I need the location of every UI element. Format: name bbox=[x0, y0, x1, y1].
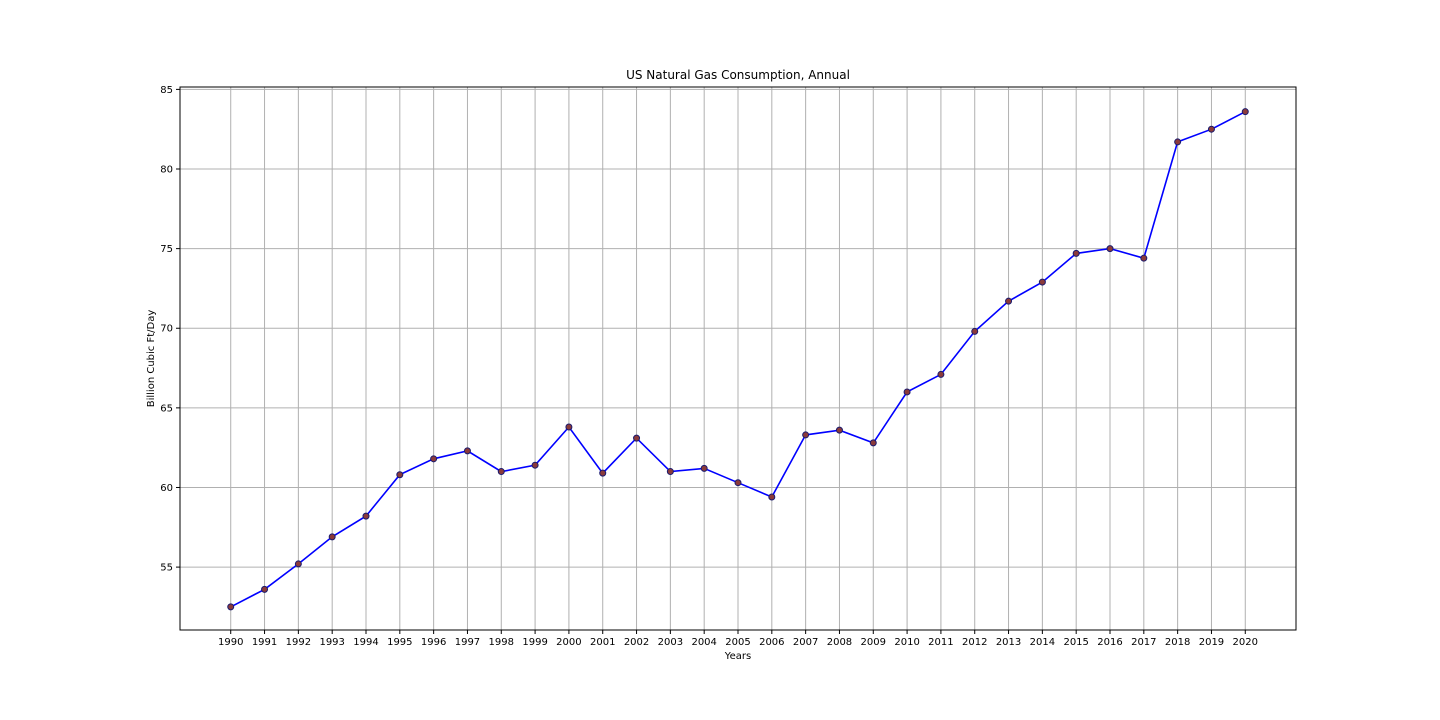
data-point bbox=[971, 327, 979, 335]
x-tick-label: 2020 bbox=[1233, 637, 1258, 648]
x-tick-label: 2001 bbox=[590, 637, 615, 648]
x-tick-label: 2013 bbox=[996, 637, 1021, 648]
data-point bbox=[1241, 108, 1249, 116]
data-point bbox=[328, 533, 336, 541]
x-tick-label: 1997 bbox=[455, 637, 480, 648]
data-point bbox=[1207, 125, 1215, 133]
series bbox=[227, 108, 1249, 611]
data-point bbox=[633, 434, 641, 442]
data-point bbox=[1005, 297, 1013, 305]
data-point bbox=[903, 388, 911, 396]
x-tick-label: 2019 bbox=[1199, 637, 1224, 648]
data-point bbox=[734, 479, 742, 487]
x-tick-label: 2010 bbox=[894, 637, 919, 648]
data-point bbox=[362, 512, 370, 520]
data-point bbox=[531, 461, 539, 469]
x-axis: 1990 1991 1992 1993 1994 1995 1996 1997 1998 1999… bbox=[218, 630, 1258, 648]
data-point bbox=[261, 585, 269, 593]
data-point bbox=[700, 464, 708, 472]
data-point bbox=[835, 426, 843, 434]
x-axis-label: Years bbox=[724, 651, 751, 662]
data-point bbox=[937, 370, 945, 378]
data-point bbox=[768, 493, 776, 501]
x-tick-label: 1994 bbox=[353, 637, 378, 648]
x-tick-label: 1995 bbox=[387, 637, 412, 648]
x-tick-label: 2007 bbox=[793, 637, 818, 648]
data-point bbox=[294, 560, 302, 568]
y-tick-label: 85 bbox=[160, 85, 173, 96]
x-tick-label: 2004 bbox=[691, 637, 716, 648]
data-point bbox=[1106, 245, 1114, 253]
x-tick-label: 2017 bbox=[1131, 637, 1156, 648]
x-tick-label: 2012 bbox=[962, 637, 987, 648]
x-tick-label: 1992 bbox=[286, 637, 311, 648]
x-tick-label: 2009 bbox=[861, 637, 886, 648]
x-tick-label: 1993 bbox=[319, 637, 344, 648]
grid bbox=[180, 87, 1296, 630]
y-axis-label: Billion Cubic Ft/Day bbox=[146, 310, 157, 408]
y-axis: 55 60 65 70 75 80 85 bbox=[160, 85, 180, 574]
data-point bbox=[666, 468, 674, 476]
x-tick-label: 2005 bbox=[725, 637, 750, 648]
data-point bbox=[565, 423, 573, 431]
data-point bbox=[1174, 138, 1182, 146]
data-point bbox=[869, 439, 877, 447]
y-tick-label: 70 bbox=[160, 324, 173, 335]
x-tick-label: 1990 bbox=[218, 637, 243, 648]
x-tick-label: 2002 bbox=[624, 637, 649, 648]
x-tick-label: 2000 bbox=[556, 637, 581, 648]
x-tick-label: 1996 bbox=[421, 637, 446, 648]
data-point bbox=[497, 468, 505, 476]
x-tick-label: 2006 bbox=[759, 637, 784, 648]
x-tick-label: 2016 bbox=[1097, 637, 1122, 648]
x-tick-label: 2014 bbox=[1030, 637, 1055, 648]
y-tick-label: 65 bbox=[160, 403, 173, 414]
data-point bbox=[430, 455, 438, 463]
x-tick-label: 2008 bbox=[827, 637, 852, 648]
x-tick-label: 2003 bbox=[658, 637, 683, 648]
chart-title: US Natural Gas Consumption, Annual bbox=[626, 68, 850, 82]
data-point bbox=[396, 471, 404, 479]
y-tick-label: 60 bbox=[160, 483, 173, 494]
data-point bbox=[463, 447, 471, 455]
y-tick-label: 80 bbox=[160, 165, 173, 176]
x-tick-label: 2011 bbox=[928, 637, 953, 648]
data-point bbox=[227, 603, 235, 611]
y-tick-label: 55 bbox=[160, 563, 173, 574]
x-tick-label: 1998 bbox=[489, 637, 514, 648]
x-tick-label: 2015 bbox=[1063, 637, 1088, 648]
x-tick-label: 1991 bbox=[252, 637, 277, 648]
data-point bbox=[1140, 254, 1148, 262]
data-point bbox=[1038, 278, 1046, 286]
data-point bbox=[599, 469, 607, 477]
y-tick-label: 75 bbox=[160, 244, 173, 255]
data-point bbox=[1072, 249, 1080, 257]
x-tick-label: 1999 bbox=[522, 637, 547, 648]
x-tick-label: 2018 bbox=[1165, 637, 1190, 648]
data-point bbox=[802, 431, 810, 439]
